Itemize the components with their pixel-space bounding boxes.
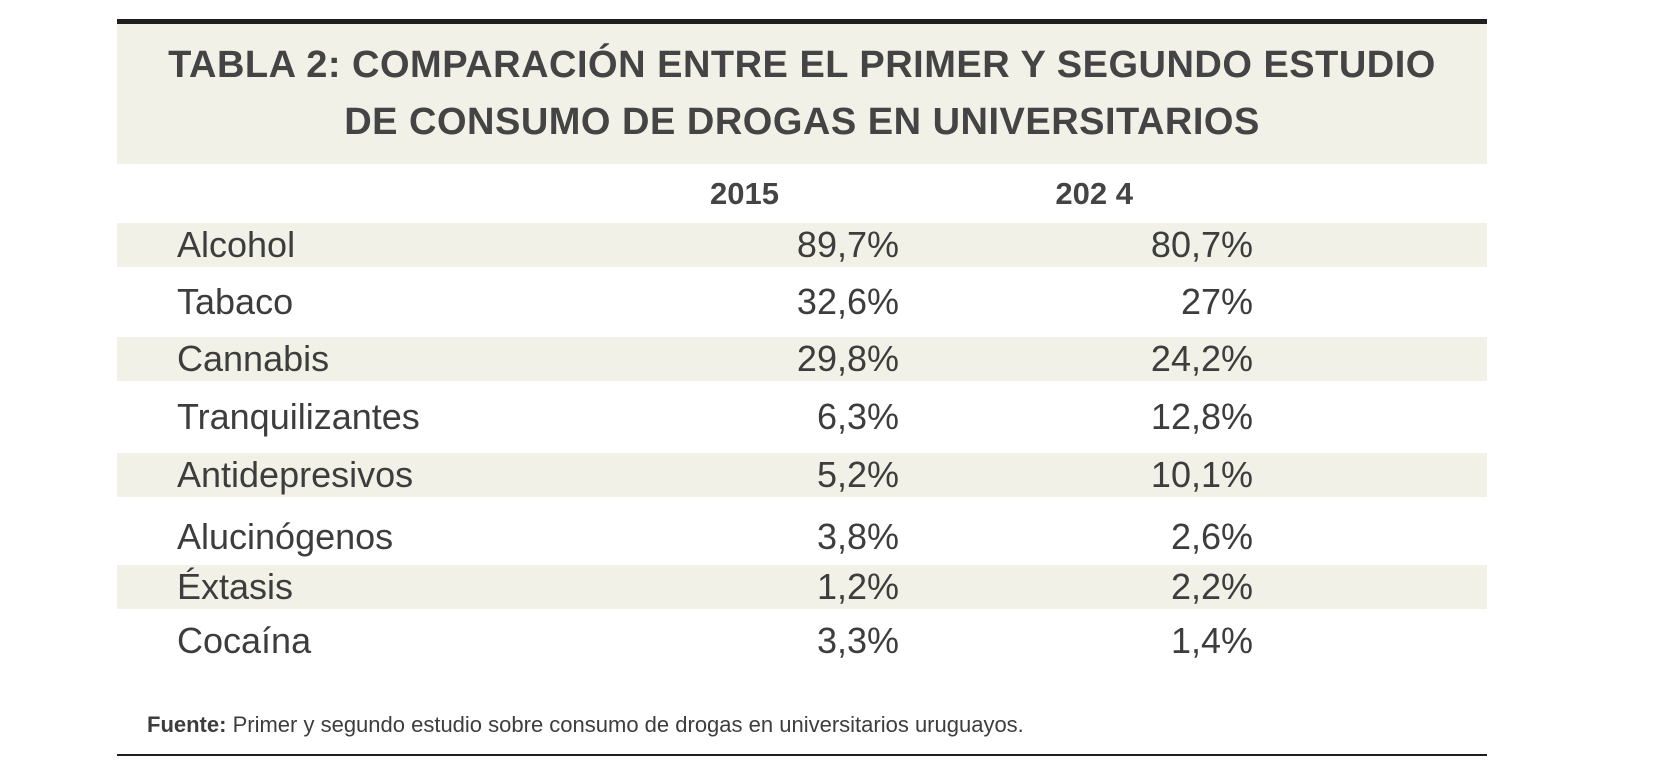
top-rule (117, 19, 1487, 24)
source-note: Fuente: Primer y segundo estudio sobre c… (147, 710, 1024, 740)
value-2015: 32,6% (796, 281, 899, 322)
table-row: Alucinógenos 3,8% 2,6% (117, 515, 1487, 559)
value-2015: 3,3% (816, 620, 899, 661)
bottom-rule (117, 754, 1487, 756)
table-title-line-1: TABLA 2: COMPARACIÓN ENTRE EL PRIMER Y S… (168, 44, 1436, 86)
table-row: Tranquilizantes 6,3% 12,8% (117, 395, 1487, 439)
row-label: Antidepresivos (177, 454, 414, 495)
row-label: Tabaco (177, 281, 294, 322)
table-title-line-2: DE CONSUMO DE DROGAS EN UNIVERSITARIOS (344, 101, 1260, 143)
table-row: Antidepresivos 5,2% 10,1% (117, 453, 1487, 497)
value-2024: 24,2% (1150, 338, 1253, 379)
source-text: Primer y segundo estudio sobre consumo d… (232, 712, 1024, 737)
source-label: Fuente: (147, 712, 227, 737)
row-label: Tranquilizantes (177, 396, 420, 437)
table-row: Tabaco 32,6% 27% (117, 280, 1487, 324)
value-2015: 5,2% (816, 454, 899, 495)
table-title-box: TABLA 2: COMPARACIÓN ENTRE EL PRIMER Y S… (117, 24, 1487, 164)
drug-comparison-table: TABLA 2: COMPARACIÓN ENTRE EL PRIMER Y S… (117, 19, 1487, 756)
table-row: Cocaína 3,3% 1,4% (117, 619, 1487, 663)
row-label: Alucinógenos (177, 516, 394, 557)
value-2024: 2,6% (1170, 516, 1253, 557)
value-2024: 2,2% (1170, 566, 1253, 607)
row-label: Cannabis (177, 338, 330, 379)
value-2024: 12,8% (1150, 396, 1253, 437)
column-header-2015: 2015 (710, 176, 779, 211)
row-label: Cocaína (177, 620, 312, 661)
value-2024: 27% (1180, 281, 1253, 322)
value-2015: 3,8% (816, 516, 899, 557)
table-row: Éxtasis 1,2% 2,2% (117, 565, 1487, 609)
value-2015: 1,2% (816, 566, 899, 607)
column-header-2024: 202 4 (1055, 176, 1133, 211)
row-label: Alcohol (177, 224, 296, 265)
value-2024: 80,7% (1150, 224, 1253, 265)
value-2015: 29,8% (796, 338, 899, 379)
value-2015: 6,3% (816, 396, 899, 437)
table-row: Cannabis 29,8% 24,2% (117, 337, 1487, 381)
row-label: Éxtasis (177, 566, 294, 607)
table-row: Alcohol 89,7% 80,7% (117, 223, 1487, 267)
value-2024: 10,1% (1150, 454, 1253, 495)
value-2015: 89,7% (796, 224, 899, 265)
value-2024: 1,4% (1170, 620, 1253, 661)
